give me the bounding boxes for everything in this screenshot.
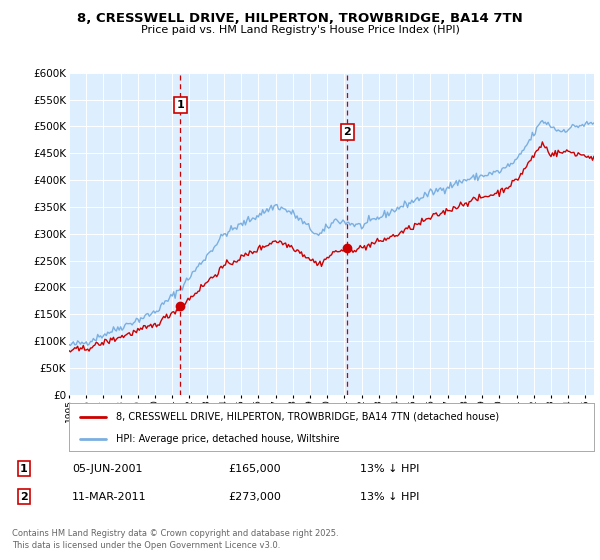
Text: 8, CRESSWELL DRIVE, HILPERTON, TROWBRIDGE, BA14 7TN (detached house): 8, CRESSWELL DRIVE, HILPERTON, TROWBRIDG… <box>116 412 499 422</box>
Text: 2: 2 <box>20 492 28 502</box>
Text: 13% ↓ HPI: 13% ↓ HPI <box>360 464 419 474</box>
Text: HPI: Average price, detached house, Wiltshire: HPI: Average price, detached house, Wilt… <box>116 434 340 444</box>
Text: 1: 1 <box>20 464 28 474</box>
Text: 8, CRESSWELL DRIVE, HILPERTON, TROWBRIDGE, BA14 7TN: 8, CRESSWELL DRIVE, HILPERTON, TROWBRIDG… <box>77 12 523 25</box>
Text: 2: 2 <box>343 127 351 137</box>
Text: 1: 1 <box>176 100 184 110</box>
Text: Contains HM Land Registry data © Crown copyright and database right 2025.
This d: Contains HM Land Registry data © Crown c… <box>12 529 338 550</box>
Text: £165,000: £165,000 <box>228 464 281 474</box>
Text: 11-MAR-2011: 11-MAR-2011 <box>72 492 146 502</box>
Text: 13% ↓ HPI: 13% ↓ HPI <box>360 492 419 502</box>
Text: 05-JUN-2001: 05-JUN-2001 <box>72 464 143 474</box>
Text: £273,000: £273,000 <box>228 492 281 502</box>
Text: Price paid vs. HM Land Registry's House Price Index (HPI): Price paid vs. HM Land Registry's House … <box>140 25 460 35</box>
